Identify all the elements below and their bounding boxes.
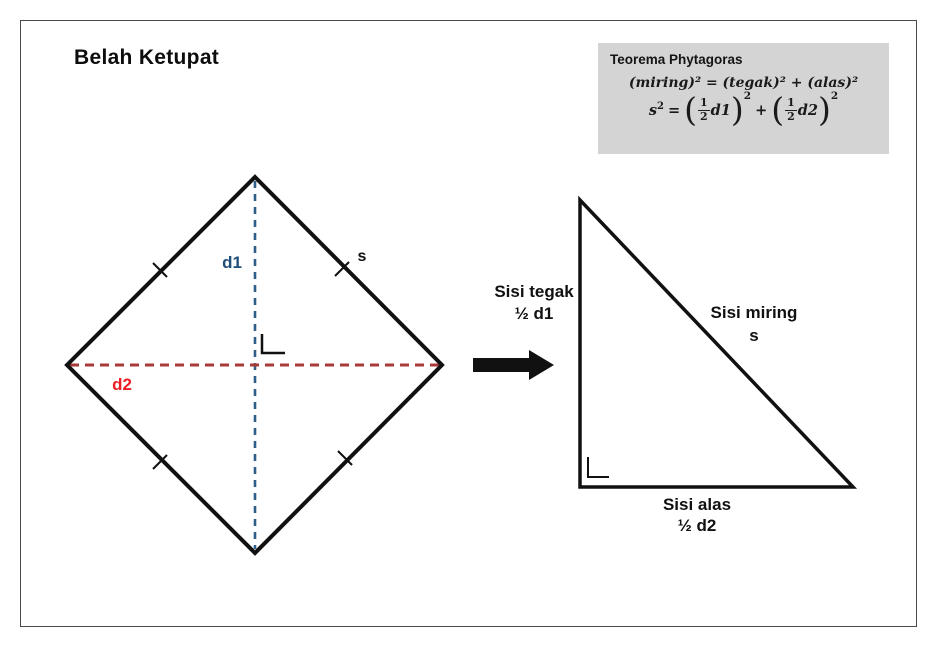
- open-paren: (: [684, 90, 697, 129]
- fraction-denominator: 2: [787, 109, 795, 123]
- formula-term-2: ( 1 2 d2 ) 2: [771, 90, 839, 129]
- d1-label: d1: [222, 253, 242, 272]
- term-variable-d2: d2: [797, 101, 818, 119]
- base-side-label-line1: Sisi alas: [663, 495, 731, 514]
- lhs-variable: s: [648, 101, 657, 119]
- formula-box-title: Teorema Phytagoras: [610, 52, 743, 67]
- side-tick-lower-left: [152, 454, 168, 470]
- term-exponent: 2: [830, 90, 839, 102]
- close-paren: ): [730, 90, 744, 129]
- side-tick-lower-right: [337, 450, 353, 466]
- d2-label: d2: [112, 375, 132, 394]
- formula-term-1: ( 1 2 d1 ) 2: [684, 90, 752, 129]
- fraction-half: 1 2: [697, 95, 710, 123]
- side-tick-upper-left: [152, 262, 168, 278]
- triangle-shape: [578, 195, 858, 489]
- vertical-side-label-line1: Sisi tegak: [494, 282, 574, 301]
- hypotenuse-label-line1: Sisi miring: [711, 303, 798, 322]
- right-angle-mark-triangle: [587, 457, 609, 478]
- arrow-icon: [473, 350, 554, 380]
- outer-frame: [20, 20, 917, 627]
- term-variable-d1: d1: [710, 101, 731, 119]
- open-paren: (: [771, 90, 785, 129]
- fraction-half: 1 2: [785, 95, 797, 123]
- pythagoras-formula-words: (miring)² = (tegak)² + (alas)²: [628, 75, 859, 91]
- pythagoras-formula-symbols: s2 = ( 1 2 d1 ) 2 + ( 1 2 d2 ): [610, 90, 877, 129]
- fraction-denominator: 2: [699, 109, 708, 123]
- vertical-side-label-line2: ½ d1: [515, 304, 554, 323]
- formula-lhs: s2: [649, 101, 664, 119]
- right-angle-mark-rhombus: [260, 334, 285, 355]
- lhs-exponent: 2: [656, 101, 664, 113]
- fraction-numerator: 1: [697, 95, 710, 111]
- formula-box: Teorema Phytagoras (miring)² = (tegak)² …: [598, 43, 889, 154]
- side-s-label: s: [358, 248, 367, 265]
- term-exponent: 2: [743, 90, 752, 102]
- fraction-numerator: 1: [785, 95, 797, 111]
- side-tick-upper-right: [334, 261, 350, 277]
- base-side-label-line2: ½ d2: [678, 516, 717, 535]
- rhombus-shape: [64, 174, 445, 556]
- equals-sign: =: [667, 101, 681, 119]
- hypotenuse-label-line2: s: [749, 326, 758, 345]
- close-paren: ): [817, 90, 831, 129]
- plus-sign: +: [755, 101, 768, 119]
- page-title: Belah Ketupat: [74, 46, 220, 69]
